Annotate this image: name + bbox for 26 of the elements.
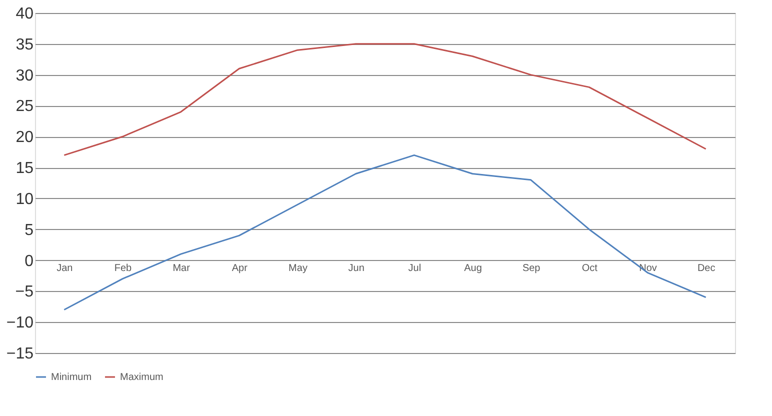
y-tick-label: 30 (16, 67, 34, 84)
y-tick-label: −5 (15, 284, 34, 301)
y-tick-label: 20 (16, 129, 34, 146)
legend-label: Minimum (51, 372, 92, 383)
x-tick-label: Apr (232, 262, 248, 274)
x-tick-label: Jul (408, 262, 422, 274)
x-tick-label: Dec (697, 262, 716, 274)
y-tick-label: −15 (6, 346, 34, 362)
y-tick-label: 5 (24, 222, 34, 239)
line-series (63, 43, 707, 156)
y-tick-label: 25 (16, 98, 34, 116)
x-tick-label: Jun (348, 262, 364, 274)
x-tick-label: Jan (56, 262, 73, 274)
x-tick-label: May (288, 262, 308, 274)
x-tick-label: Aug (464, 262, 482, 274)
y-tick-label: 0 (24, 252, 34, 270)
legend-label: Maximum (120, 372, 164, 383)
x-tick-label: Mar (172, 262, 191, 274)
x-tick-label: Feb (114, 262, 132, 274)
y-tick-label: 40 (16, 6, 34, 22)
y-tick-label: 15 (16, 160, 34, 178)
y-tick-label: 10 (16, 190, 34, 208)
y-tick-label: 35 (16, 36, 34, 54)
x-tick-label: Oct (582, 262, 598, 274)
x-tick-label: Sep (522, 262, 541, 274)
y-tick-label: −10 (6, 314, 34, 332)
